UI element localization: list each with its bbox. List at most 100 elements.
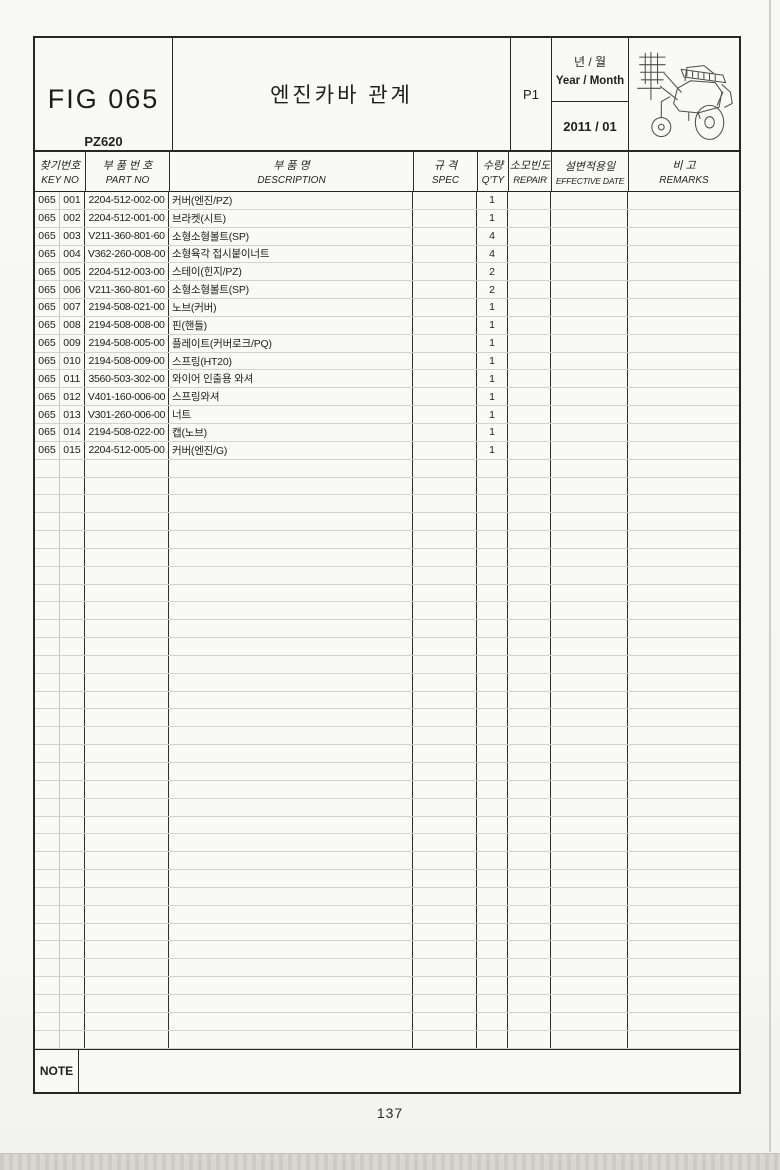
cell-description: [169, 852, 413, 870]
cell-remarks: [628, 620, 739, 637]
cell-qty: 2: [477, 263, 508, 281]
cell-description: [169, 513, 413, 531]
cell-effective-date: [551, 1030, 628, 1048]
cell-part-no: [85, 531, 169, 548]
cell-qty: [477, 941, 508, 959]
cell-fig-no: [35, 780, 60, 798]
column-header-repair: 소모빈도 REPAIR: [508, 152, 551, 191]
cell-remarks: [628, 1013, 739, 1030]
cell-spec: [413, 548, 477, 566]
cell-repair: [508, 209, 551, 227]
cell-effective-date: [551, 959, 628, 977]
cell-description: [169, 941, 413, 959]
table-row: [35, 691, 739, 710]
cell-key-no: 002: [60, 209, 85, 227]
table-row: 065 011 3560-503-302-00 와이어 인출용 와셔 1: [35, 370, 739, 389]
cell-repair: [508, 423, 551, 441]
note-body: [79, 1050, 739, 1092]
cell-fig-no: [35, 655, 60, 673]
cell-spec: [413, 192, 477, 209]
cell-qty: [477, 495, 508, 513]
cell-effective-date: [551, 441, 628, 459]
cell-key-no: [60, 870, 85, 887]
table-row: [35, 994, 739, 1013]
cell-key-no: [60, 1030, 85, 1048]
cell-remarks: [628, 817, 739, 834]
cell-remarks: [628, 852, 739, 869]
cell-remarks: [628, 941, 739, 958]
parts-catalog-frame: FIG 065 PZ620 엔진카바 관계 P1 년 / 월 Year / Mo…: [33, 36, 741, 1094]
cell-key-no: [60, 548, 85, 566]
cell-part-no: V211-360-801-60: [85, 281, 169, 299]
cell-fig-no: 065: [35, 352, 60, 370]
cell-effective-date: [551, 602, 628, 620]
cell-qty: 1: [477, 316, 508, 334]
cell-effective-date: [551, 887, 628, 905]
cell-description: 와이어 인출용 와셔: [169, 370, 413, 388]
cell-description: [169, 566, 413, 584]
figure-cell: FIG 065 PZ620: [35, 38, 172, 150]
cell-description: 소형육각 접시붙이너트: [169, 245, 413, 263]
cell-spec: [413, 1030, 477, 1048]
table-row: [35, 531, 739, 549]
cell-key-no: [60, 834, 85, 852]
cell-key-no: [60, 1012, 85, 1030]
cell-key-no: 006: [60, 281, 85, 299]
title-cell: 엔진카바 관계: [172, 38, 510, 150]
figure-number: FIG 065: [47, 83, 160, 114]
cell-description: [169, 638, 413, 655]
cell-part-no: 2194-508-021-00: [85, 299, 169, 316]
cell-part-no: [85, 638, 169, 655]
cell-effective-date: [551, 709, 628, 727]
cell-spec: [413, 209, 477, 227]
cell-spec: [413, 745, 477, 762]
cell-spec: [413, 441, 477, 459]
table-row: [35, 1030, 739, 1049]
cell-remarks: [628, 442, 739, 459]
cell-fig-no: [35, 905, 60, 923]
page-ref-cell: P1: [510, 38, 551, 150]
cell-qty: [477, 745, 508, 762]
cell-key-no: 012: [60, 388, 85, 406]
cell-part-no: [85, 870, 169, 887]
cell-qty: 1: [477, 334, 508, 352]
cell-spec: [413, 763, 477, 780]
cell-spec: [413, 584, 477, 602]
cell-key-no: 005: [60, 263, 85, 281]
cell-key-no: [60, 959, 85, 977]
cell-fig-no: 065: [35, 388, 60, 406]
cell-qty: 4: [477, 245, 508, 263]
cell-remarks: [628, 1031, 739, 1048]
cell-key-no: [60, 887, 85, 905]
cell-qty: [477, 584, 508, 602]
cell-key-no: 014: [60, 423, 85, 441]
table-row: [35, 584, 739, 603]
cell-description: [169, 709, 413, 727]
column-header-qty: 수량 Q'TY: [477, 152, 508, 191]
table-row: 065 015 2204-512-005-00 커버(엔진/G) 1: [35, 441, 739, 460]
cell-repair: [508, 263, 551, 281]
cell-part-no: [85, 763, 169, 780]
table-row: 065 001 2204-512-002-00 커버(엔진/PZ) 1: [35, 192, 739, 210]
cell-remarks: [628, 585, 739, 602]
table-row: [35, 887, 739, 906]
cell-key-no: [60, 673, 85, 691]
column-header-key-no: 찾기번호 KEY NO: [39, 160, 81, 186]
table-row: 065 009 2194-508-005-00 플레이트(커버로크/PQ) 1: [35, 334, 739, 353]
cell-remarks: [628, 353, 739, 370]
cell-repair: [508, 763, 551, 780]
cell-effective-date: [551, 780, 628, 798]
cell-repair: [508, 780, 551, 798]
column-header-remarks: 비 고 REMARKS: [628, 152, 739, 191]
cell-qty: 1: [477, 423, 508, 441]
cell-repair: [508, 406, 551, 423]
cell-description: [169, 602, 413, 620]
cell-spec: [413, 513, 477, 531]
cell-description: [169, 673, 413, 691]
cell-remarks: [628, 246, 739, 263]
cell-fig-no: [35, 638, 60, 655]
cell-remarks: [628, 263, 739, 280]
cell-key-no: [60, 477, 85, 495]
cell-effective-date: [551, 548, 628, 566]
cell-qty: [477, 566, 508, 584]
